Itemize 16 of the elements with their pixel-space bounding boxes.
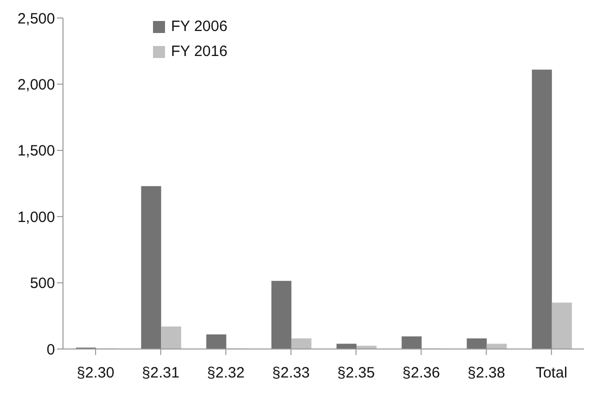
x-tick-label: §2.32: [207, 364, 245, 382]
y-tick-label: 0: [46, 341, 55, 358]
legend-label: FY 2016: [171, 43, 228, 60]
x-tick-label: §2.33: [272, 364, 310, 382]
y-tick-label: 2,000: [17, 76, 55, 94]
x-tick-label: §2.38: [468, 364, 506, 382]
legend-label: FY 2006: [171, 18, 228, 35]
x-tick-label: §2.31: [142, 364, 180, 382]
x-tick-label: §2.36: [402, 364, 440, 382]
y-tick-label: 500: [30, 275, 55, 292]
x-tick-label: §2.30: [76, 364, 114, 382]
y-tick-label: 2,500: [17, 10, 55, 28]
y-tick-label: 1,500: [17, 142, 55, 160]
x-tick-label: §2.35: [337, 364, 375, 382]
x-tick-label: Total: [536, 364, 568, 382]
y-tick-label: 1,000: [17, 208, 55, 226]
